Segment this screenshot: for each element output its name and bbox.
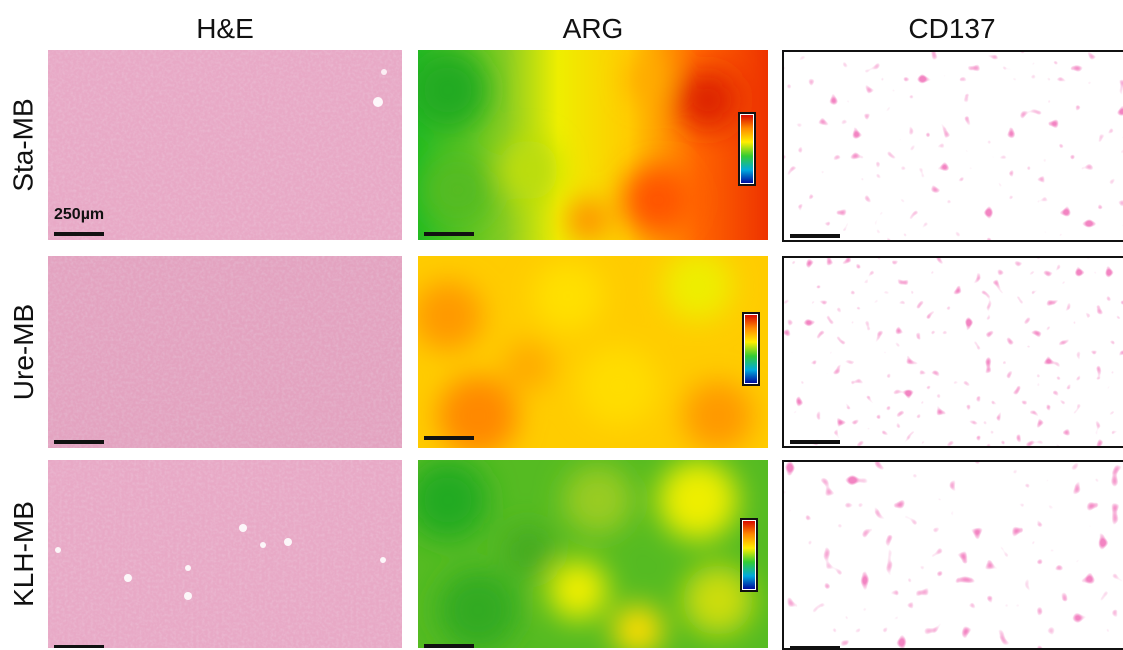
arg-panel-ure-mb [418,256,768,448]
scale-bar [424,232,474,236]
arg-heatmap [418,256,768,448]
color-scale-bar [740,518,758,592]
row-label-ure-mb: Ure-MB [4,256,44,448]
scale-bar [54,232,104,236]
arg-panel-klh-mb [418,460,768,648]
row-label-text: Ure-MB [8,303,40,401]
arg-panel-sta-mb [418,50,768,240]
cd137-image [784,52,1123,240]
scale-bar [424,644,474,648]
he-image [48,50,402,240]
he-image [48,256,402,448]
cd137-image [784,462,1123,648]
color-scale-bar [738,112,756,186]
column-header-cd137: CD137 [908,13,996,44]
cd137-panel-ure-mb [782,256,1123,448]
scale-bar [790,646,840,648]
color-scale-bar [742,312,760,386]
scale-bar-label: 250µm [54,206,105,223]
row-label-sta-mb: Sta-MB [4,50,44,240]
he-image [48,460,402,648]
row-label-text: KLH-MB [8,501,40,607]
cd137-panel-sta-mb [782,50,1123,242]
scale-bar [54,645,104,648]
cd137-image [784,258,1123,446]
row-label-klh-mb: KLH-MB [4,460,44,648]
scale-bar [424,436,474,440]
column-header-he: H&E [196,13,254,44]
scale-bar [790,440,840,444]
scale-bar [54,440,104,444]
arg-heatmap [418,460,768,648]
row-label-text: Sta-MB [8,98,40,192]
column-header-arg: ARG [562,13,624,44]
scale-bar [790,234,840,238]
he-panel-klh-mb [48,460,402,648]
cd137-panel-klh-mb [782,460,1123,650]
arg-heatmap [418,50,768,240]
he-panel-ure-mb [48,256,402,448]
he-panel-sta-mb: 250µm [48,50,402,240]
